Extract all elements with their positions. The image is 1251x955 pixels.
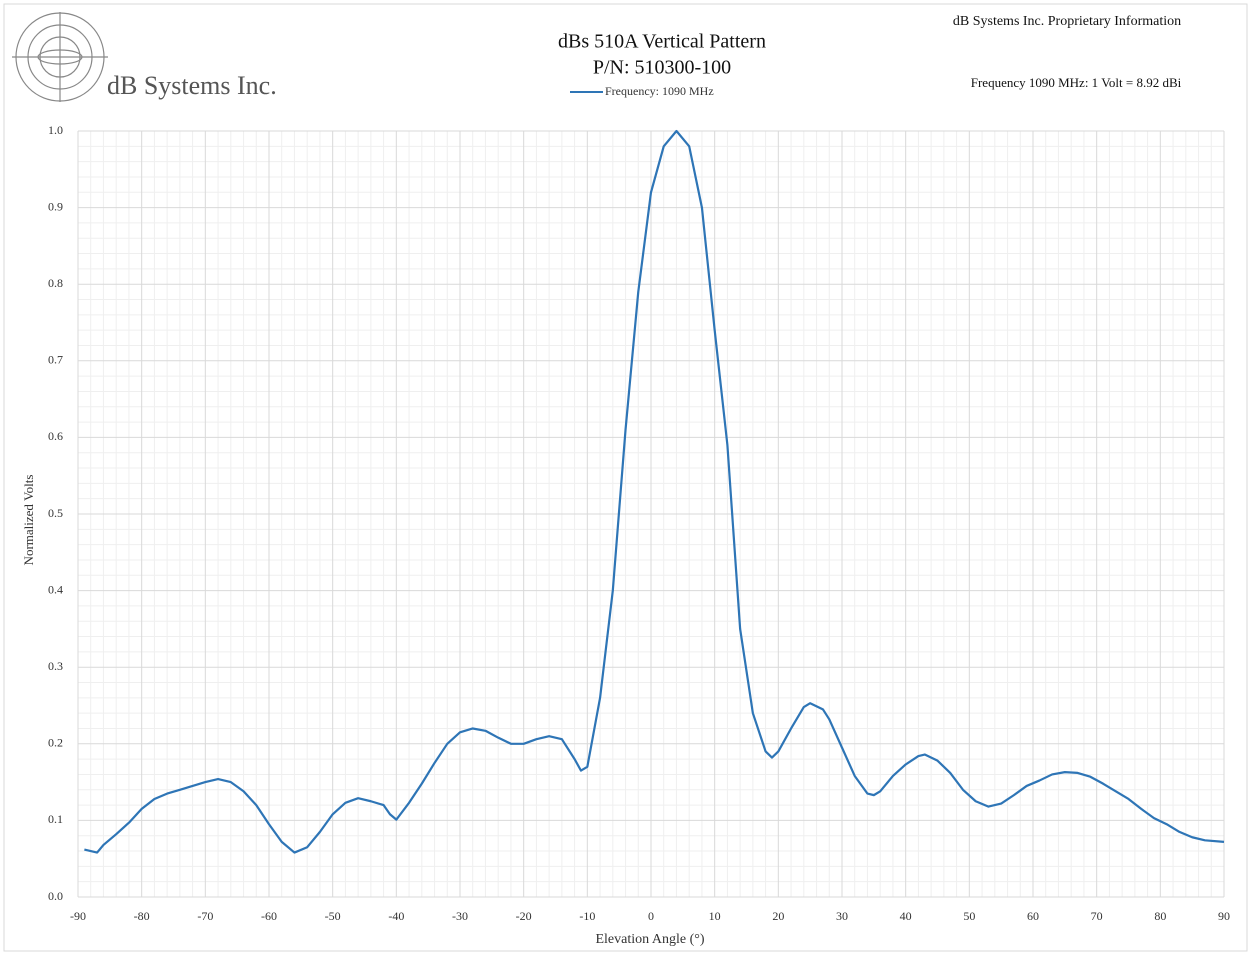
chart-subtitle: P/N: 510300-100 (593, 57, 731, 79)
x-tick-label: 10 (709, 909, 721, 923)
x-tick-label: -20 (516, 909, 532, 923)
y-tick-label: 0.3 (48, 659, 63, 673)
x-tick-label: -90 (70, 909, 86, 923)
y-tick-label: 0.0 (48, 889, 63, 903)
y-tick-label: 0.4 (48, 582, 63, 596)
x-tick-label: -60 (261, 909, 277, 923)
legend-label: Frequency: 1090 MHz (605, 84, 714, 98)
y-tick-label: 0.5 (48, 506, 63, 520)
y-tick-label: 1.0 (48, 123, 63, 137)
y-tick-label: 0.6 (48, 429, 63, 443)
y-tick-label: 0.7 (48, 353, 63, 367)
x-tick-label: 30 (836, 909, 848, 923)
x-tick-label: 70 (1091, 909, 1103, 923)
y-tick-label: 0.1 (48, 812, 63, 826)
x-tick-label: -10 (579, 909, 595, 923)
series-line (84, 129, 1225, 854)
x-tick-label: -70 (197, 909, 213, 923)
y-tick-label: 0.9 (48, 199, 63, 213)
x-tick-label: 20 (772, 909, 784, 923)
company-name: dB Systems Inc. (107, 71, 277, 100)
x-tick-label: 40 (900, 909, 912, 923)
notice: dB Systems Inc. Proprietary Information (953, 14, 1181, 29)
note: Frequency 1090 MHz: 1 Volt = 8.92 dBi (971, 75, 1182, 90)
x-tick-label: -40 (388, 909, 404, 923)
y-tick-label: 0.2 (48, 736, 63, 750)
x-tick-label: 60 (1027, 909, 1039, 923)
y-axis-label: Normalized Volts (21, 475, 36, 566)
x-tick-label: 50 (963, 909, 975, 923)
x-tick-label: 80 (1154, 909, 1166, 923)
x-tick-label: 0 (648, 909, 654, 923)
x-tick-label: 90 (1218, 909, 1230, 923)
x-tick-label: -30 (452, 909, 468, 923)
y-tick-label: 0.8 (48, 276, 63, 290)
x-tick-label: -50 (325, 909, 341, 923)
x-axis-label: Elevation Angle (°) (595, 932, 704, 947)
chart-title: dBs 510A Vertical Pattern (558, 31, 766, 53)
logo (12, 12, 108, 102)
x-tick-label: -80 (134, 909, 150, 923)
